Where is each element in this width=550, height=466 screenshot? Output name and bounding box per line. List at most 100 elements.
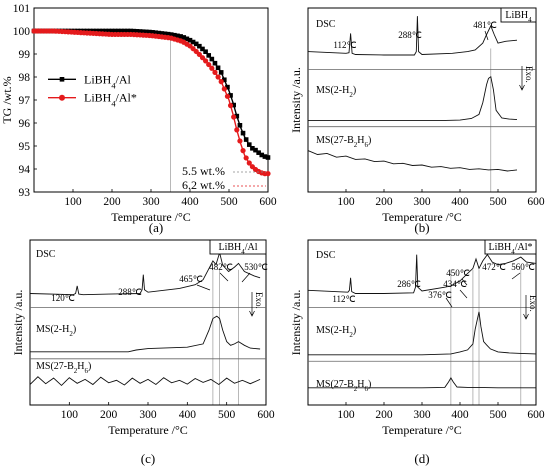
x-tick-label: 100 <box>64 196 82 208</box>
data-point <box>218 70 224 75</box>
data-point <box>103 28 109 34</box>
x-tick-label: 600 <box>527 196 545 208</box>
x-axis-label: Temperature /°C <box>108 423 188 437</box>
peak-label: 112℃ <box>332 294 355 304</box>
data-point <box>212 69 218 75</box>
exo-arrow <box>249 292 255 317</box>
data-point <box>246 142 252 147</box>
data-point <box>119 28 124 34</box>
trace-2 <box>29 376 261 387</box>
y-tick-label: 95 <box>19 141 31 153</box>
y-axis-label: Intensity /a.u. <box>11 290 25 356</box>
y-axis-label: Intensity /a.u. <box>289 67 303 133</box>
x-tick-label: 300 <box>413 196 431 208</box>
peak-label: 481℃ <box>473 20 497 30</box>
panel-title: LiBH4/Al <box>218 242 257 256</box>
peak-label: 530℃ <box>244 262 268 272</box>
data-point <box>187 37 193 43</box>
data-point <box>97 28 102 34</box>
data-point <box>200 46 205 52</box>
peak-arrow <box>196 284 211 291</box>
data-point <box>240 130 246 136</box>
title-box <box>209 239 267 255</box>
x-tick-label: 400 <box>451 409 469 421</box>
peak-label: 465℃ <box>179 274 203 284</box>
data-point <box>218 79 224 85</box>
x-tick-label: 600 <box>259 196 277 208</box>
exo-arrow <box>523 295 529 320</box>
peak-label: 450℃ <box>446 268 470 278</box>
x-tick-label: 200 <box>375 409 393 421</box>
peak-arrow <box>445 297 453 308</box>
data-point <box>225 84 230 90</box>
panel-label: (a) <box>149 220 163 235</box>
trace-label: DSC <box>316 19 336 30</box>
annotation-6-2: 6.2 wt.% <box>182 178 225 192</box>
x-axis-label: Temperature /°C <box>382 210 462 224</box>
data-point <box>140 29 146 34</box>
data-point <box>234 127 240 133</box>
x-tick-label: 300 <box>139 409 157 421</box>
exo-label: Exo. <box>254 292 264 309</box>
x-tick-label: 100 <box>337 409 355 421</box>
trace-1 <box>308 311 537 356</box>
x-tick-label: 300 <box>142 196 160 208</box>
panel-label: (d) <box>414 451 429 466</box>
data-point <box>259 152 265 158</box>
x-tick-label: 200 <box>100 409 118 421</box>
peak-arrow <box>219 272 229 282</box>
peak-label: 434℃ <box>443 279 467 289</box>
trace-0 <box>29 251 261 296</box>
data-point <box>231 114 237 120</box>
x-tick-label: 400 <box>181 196 199 208</box>
data-point <box>209 65 215 71</box>
data-point <box>234 113 240 119</box>
data-point <box>243 137 249 142</box>
data-point <box>240 148 246 154</box>
data-point <box>197 43 202 49</box>
data-point <box>128 28 134 34</box>
trace-1 <box>30 315 261 353</box>
trace-0 <box>307 16 518 56</box>
trace-2 <box>308 376 536 389</box>
data-point <box>112 28 118 34</box>
peak-arrow <box>461 278 468 286</box>
y-tick-label: 99 <box>19 49 31 61</box>
title-box <box>484 239 537 255</box>
x-tick-label: 500 <box>489 196 507 208</box>
data-point <box>165 31 171 37</box>
data-point <box>256 150 261 155</box>
panel-d: DSC MS(2-H2) MS(27-B2H6) 112℃ 286℃ 376℃434℃45… <box>289 239 545 466</box>
data-point <box>162 31 168 37</box>
x-tick-label: 200 <box>375 196 393 208</box>
y-tick-label: 98 <box>19 72 31 84</box>
data-point <box>212 60 218 66</box>
data-point <box>237 138 243 144</box>
data-point <box>209 56 215 62</box>
data-point <box>153 30 158 36</box>
trace-label: MS(27-B2H6) <box>36 361 91 375</box>
exo-label: Exo. <box>528 295 538 312</box>
data-point <box>243 155 249 161</box>
peak-label: 286℃ <box>397 279 421 289</box>
data-point <box>246 160 252 166</box>
trace-label: DSC <box>316 250 336 261</box>
y-axis-label: Intensity /a.u. <box>289 290 303 356</box>
data-point <box>134 29 140 34</box>
x-tick-label: 400 <box>451 196 469 208</box>
panel-label: (b) <box>414 220 429 235</box>
data-point <box>159 31 165 36</box>
data-point <box>106 28 112 34</box>
data-point <box>178 34 183 39</box>
legend-marker <box>59 77 65 82</box>
data-point <box>206 61 212 68</box>
x-tick-label: 500 <box>489 409 507 421</box>
peak-label: 288℃ <box>118 287 142 297</box>
trace-label: MS(27-B2H6) <box>316 379 371 393</box>
data-point <box>227 102 234 109</box>
trace-label: MS(2-H2) <box>316 325 356 339</box>
series-line <box>34 30 269 159</box>
x-tick-label: 100 <box>337 196 355 208</box>
